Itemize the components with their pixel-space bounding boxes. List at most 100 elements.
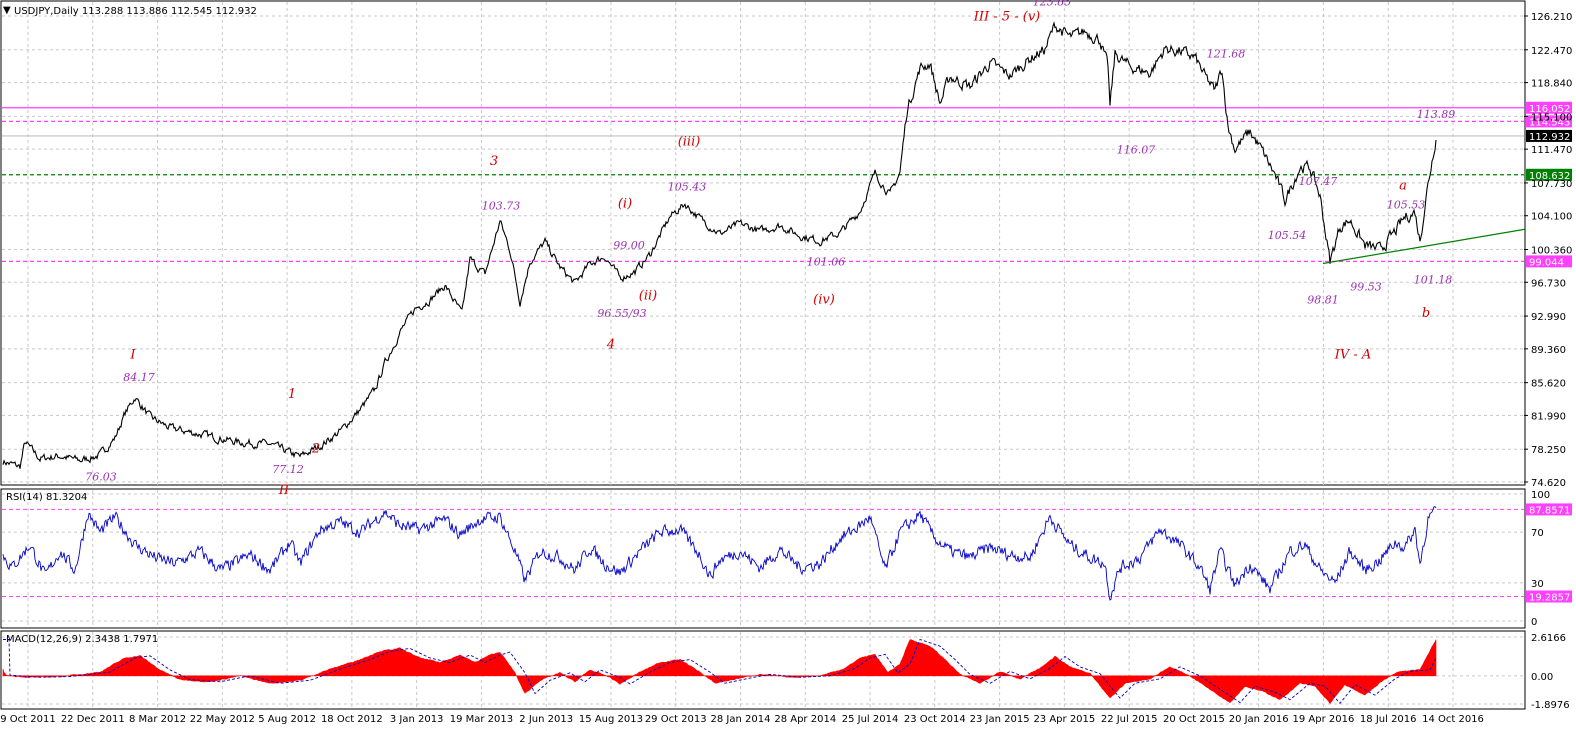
price-badge	[1526, 115, 1572, 128]
x-tick-label: 8 Mar 2012	[129, 714, 186, 725]
price-badge-label: 108.632	[1529, 171, 1570, 182]
macd-panel	[0, 630, 1526, 710]
price-tick-label: 81.990	[1531, 411, 1566, 422]
level-label: 103.73	[482, 199, 521, 212]
level-label: 105.54	[1268, 229, 1307, 242]
rsi-header: RSI(14) 81.3204	[6, 492, 87, 503]
price-tick-label: 89.360	[1531, 345, 1566, 356]
rsi-level-label: 87.8571	[1529, 505, 1570, 516]
x-tick-label: 28 Jan 2014	[711, 714, 771, 725]
price-badge-label: 116.052	[1529, 104, 1570, 115]
wave-label: 4	[606, 337, 615, 352]
price-badge	[1526, 168, 1572, 181]
level-label: 84.17	[123, 371, 155, 384]
price-badge-label: 112.932	[1529, 132, 1570, 143]
wave-label: (ii)	[639, 289, 657, 304]
wave-label: 3	[490, 154, 498, 169]
price-tick-label: 74.620	[1531, 478, 1566, 489]
level-label: 116.07	[1117, 143, 1156, 156]
x-tick-label: 22 Jul 2015	[1101, 714, 1158, 725]
level-label: 113.89	[1417, 108, 1456, 121]
annotation-labels: I 1 2 3 4 (i) (ii) (iii) (iv) III - 5 - (v) a b IV -…	[85, 0, 1455, 498]
price-badge	[1526, 255, 1572, 268]
x-tick-label: 9 Oct 2011	[0, 714, 55, 725]
rsi-level-badge	[1526, 590, 1572, 603]
rsi-level-label: 19.2857	[1529, 593, 1570, 604]
wave-label: III - 5 - (v)	[973, 10, 1040, 25]
level-label: 105.53	[1387, 198, 1426, 211]
level-label: 105.43	[668, 180, 707, 193]
reference-lines: 116.052 114.543 112.932 108.632 99.044 87.857…	[2, 101, 1572, 604]
price-tick-label: 115.100	[1531, 112, 1572, 123]
x-tick-label: 5 Aug 2012	[258, 714, 316, 725]
macd-tick-label: 2.6166	[1531, 633, 1566, 644]
macd-tick-label: 0.00	[1531, 672, 1553, 683]
price-tick-label: 92.990	[1531, 312, 1566, 323]
price-badge	[1526, 129, 1572, 142]
wave-label: 1	[288, 387, 296, 402]
level-label: 101.18	[1414, 273, 1453, 286]
price-badge	[1526, 101, 1572, 114]
rsi-panel	[0, 488, 1526, 629]
level-label: 77.12	[272, 463, 304, 476]
wave-label: (i)	[618, 197, 632, 212]
price-badge-label: 99.044	[1529, 257, 1564, 268]
price-badge-label: 114.543	[1529, 117, 1570, 128]
wave-label: b	[1422, 306, 1430, 321]
price-tick-label: 122.470	[1531, 46, 1572, 57]
macd-signal-line	[3, 638, 1437, 704]
axis-labels: 9 Oct 2011 22 Dec 2011 8 Mar 2012 22 May 20…	[0, 12, 1572, 725]
price-tick-label: 126.210	[1531, 12, 1572, 23]
price-tick-label: 96.730	[1531, 278, 1566, 289]
price-line	[2, 21, 1437, 469]
x-tick-label: 25 Jul 2014	[842, 714, 899, 725]
rsi-tick-label: 0	[1531, 617, 1537, 628]
x-tick-label: 28 Apr 2014	[774, 714, 836, 725]
price-tick-label: 118.840	[1531, 79, 1572, 90]
level-label: 99.00	[613, 239, 645, 252]
trendline	[1322, 228, 1526, 265]
macd-header: MACD(12,26,9) 2.3438 1.7971	[6, 634, 158, 645]
x-tick-label: 3 Jan 2013	[390, 714, 444, 725]
x-tick-label: 15 Aug 2013	[579, 714, 643, 725]
x-tick-label: 23 Jan 2015	[970, 714, 1030, 725]
x-tick-label: 20 Jan 2016	[1229, 714, 1289, 725]
level-label: 99.53	[1350, 281, 1382, 294]
x-tick-label: 19 Apr 2016	[1293, 714, 1355, 725]
level-label: 125.85	[1033, 0, 1072, 8]
rsi-tick-label: 70	[1531, 528, 1544, 539]
wave-label: 2	[311, 441, 320, 456]
wave-label: (iv)	[813, 292, 835, 307]
price-tick-label: 78.250	[1531, 445, 1566, 456]
chart-header: USDJPY,Daily 113.288 113.886 112.545 112…	[14, 6, 257, 17]
x-tick-label: 23 Apr 2015	[1033, 714, 1095, 725]
wave-label: a	[1399, 179, 1407, 194]
x-tick-label: 18 Jul 2016	[1360, 714, 1417, 725]
x-tick-label: 23 Oct 2014	[904, 714, 966, 725]
price-tick-label: 100.360	[1531, 245, 1572, 256]
level-label: 121.68	[1207, 48, 1246, 61]
wave-label: IV - A	[1334, 347, 1372, 362]
wave-label: (iii)	[678, 134, 701, 149]
x-tick-label: 29 Oct 2013	[645, 714, 707, 725]
chart-header-arrow: ▼	[3, 5, 11, 16]
level-label: 107.47	[1299, 175, 1338, 188]
x-tick-label: 22 May 2012	[190, 714, 255, 725]
series-layer	[2, 21, 1526, 705]
rsi-level-badge	[1526, 503, 1572, 516]
wave-label: II	[278, 483, 290, 498]
x-tick-label: 14 Oct 2016	[1422, 714, 1484, 725]
x-tick-label: 19 Mar 2013	[450, 714, 513, 725]
level-label: 76.03	[85, 470, 117, 483]
level-label: 101.06	[807, 255, 846, 268]
rsi-tick-label: 100	[1531, 490, 1550, 501]
x-tick-label: 22 Dec 2011	[61, 714, 125, 725]
rsi-tick-label: 30	[1531, 579, 1544, 590]
x-tick-label: 18 Oct 2012	[321, 714, 383, 725]
price-tick-label: 104.100	[1531, 212, 1572, 223]
macd-histogram	[2, 639, 1437, 705]
x-tick-label: 20 Oct 2015	[1163, 714, 1225, 725]
price-tick-label: 85.620	[1531, 379, 1566, 390]
